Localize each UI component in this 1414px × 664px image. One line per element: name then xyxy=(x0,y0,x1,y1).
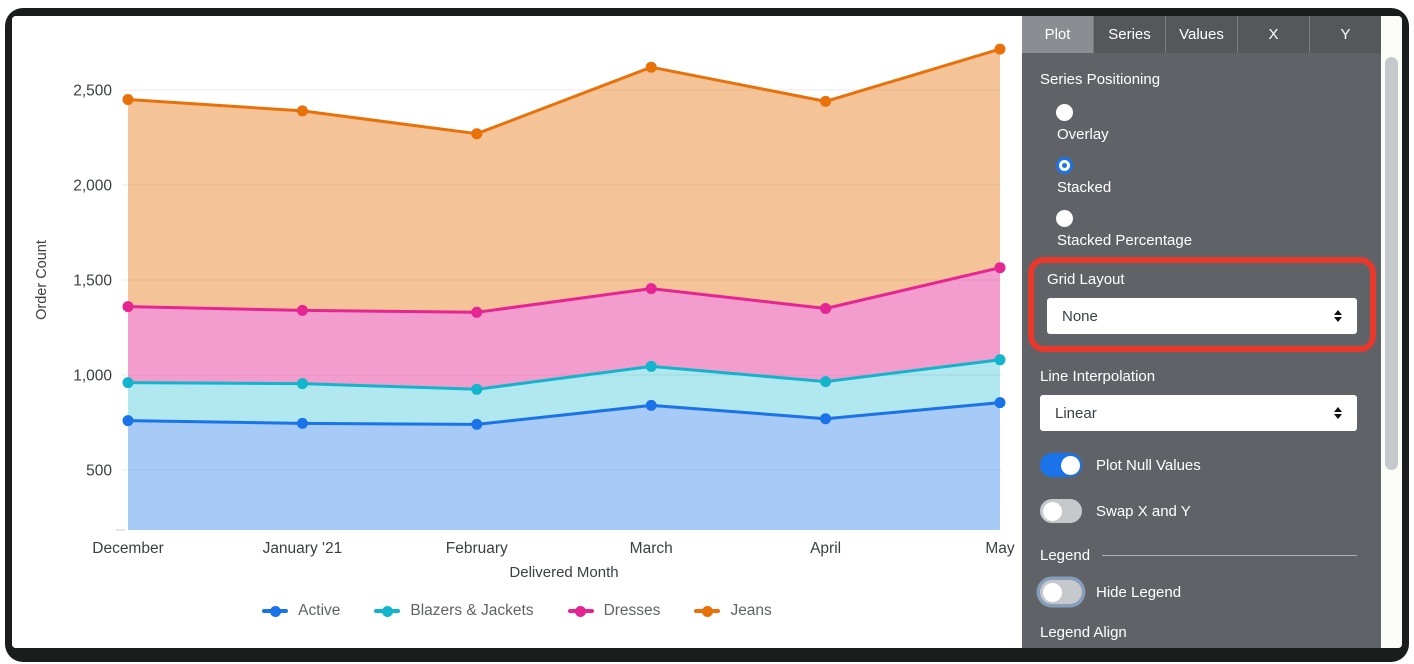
toggle-knob xyxy=(1060,455,1080,475)
panel-tabs: Plot Series Values X Y xyxy=(1022,16,1381,53)
toggle-knob xyxy=(1042,501,1062,521)
radio-circle-stacked-percentage[interactable] xyxy=(1056,210,1073,227)
legend-item[interactable]: Jeans xyxy=(694,602,772,620)
app-window: 500 1,000 1,500 2,000 2,500 December January '… xyxy=(12,16,1402,648)
line-interpolation-select[interactable]: Linear xyxy=(1040,395,1357,431)
legend-label: Active xyxy=(298,602,341,619)
legend-marker xyxy=(374,605,401,617)
settings-panel: Plot Series Values X Y Series Positionin… xyxy=(1022,16,1402,648)
svg-text:January '21: January '21 xyxy=(263,540,343,557)
svg-text:500: 500 xyxy=(86,463,112,480)
line-interpolation-selected-value: Linear xyxy=(1055,404,1097,422)
svg-text:February: February xyxy=(446,540,508,557)
swap-x-y-label: Swap X and Y xyxy=(1096,502,1191,520)
radio-label-stacked: Stacked xyxy=(1057,179,1112,196)
svg-text:December: December xyxy=(92,540,164,557)
radio-label-overlay: Overlay xyxy=(1057,126,1109,143)
plot-null-values-toggle[interactable] xyxy=(1040,453,1082,477)
updown-arrows-icon xyxy=(1334,310,1342,322)
legend-marker xyxy=(567,605,594,617)
legend-align-label: Legend Align xyxy=(1040,624,1127,641)
svg-text:Order Count: Order Count xyxy=(34,240,50,320)
plot-null-values-row: Plot Null Values xyxy=(1040,453,1357,477)
radio-circle-overlay[interactable] xyxy=(1056,104,1073,121)
series-positioning-label: Series Positioning xyxy=(1040,71,1161,88)
section-divider xyxy=(1102,555,1357,556)
line-interpolation-label: Line Interpolation xyxy=(1040,368,1156,385)
radio-circle-stacked[interactable] xyxy=(1056,157,1073,174)
grid-layout-select[interactable]: None xyxy=(1047,298,1357,334)
stacked-area-chart: 500 1,000 1,500 2,000 2,500 December January '… xyxy=(34,43,1015,581)
svg-text:May: May xyxy=(985,540,1015,557)
radio-option-stacked-percentage[interactable]: Stacked Percentage xyxy=(1056,210,1357,249)
svg-text:2,500: 2,500 xyxy=(73,83,112,100)
legend-item[interactable]: Dresses xyxy=(567,602,661,620)
window-frame: 500 1,000 1,500 2,000 2,500 December January '… xyxy=(5,8,1409,662)
radio-option-stacked[interactable]: Stacked xyxy=(1056,157,1357,196)
radio-option-overlay[interactable]: Overlay xyxy=(1056,104,1357,143)
legend-label: Dresses xyxy=(603,602,661,619)
hide-legend-label: Hide Legend xyxy=(1096,583,1182,601)
grid-layout-label: Grid Layout xyxy=(1047,271,1125,288)
hide-legend-row: Hide Legend xyxy=(1040,580,1357,604)
tab-x[interactable]: X xyxy=(1237,16,1309,53)
tab-y[interactable]: Y xyxy=(1309,16,1381,53)
legend-section-header: Legend xyxy=(1040,547,1357,564)
svg-text:Delivered Month: Delivered Month xyxy=(509,564,618,581)
panel-scrollbar-track[interactable] xyxy=(1381,16,1402,648)
svg-text:1,500: 1,500 xyxy=(73,273,112,290)
legend-label: Jeans xyxy=(730,602,772,619)
panel-scrollbar-thumb[interactable] xyxy=(1385,57,1398,470)
legend-item[interactable]: Blazers & Jackets xyxy=(374,602,534,620)
chart-legend: Active Blazers & Jackets Dresses Jeans xyxy=(12,602,1022,620)
updown-arrows-icon xyxy=(1334,407,1342,419)
red-annotation-highlight-box: Grid Layout None xyxy=(1028,257,1376,352)
swap-x-y-toggle[interactable] xyxy=(1040,499,1082,523)
grid-layout-selected-value: None xyxy=(1062,307,1098,325)
svg-text:March: March xyxy=(630,540,673,557)
svg-text:1,000: 1,000 xyxy=(73,368,112,385)
panel-body: Series Positioning Overlay Stacked Stack… xyxy=(1022,53,1381,648)
hide-legend-toggle[interactable] xyxy=(1040,580,1082,604)
svg-text:April: April xyxy=(810,540,841,557)
svg-text:2,000: 2,000 xyxy=(73,178,112,195)
legend-marker xyxy=(694,605,721,617)
radio-label-stacked-percentage: Stacked Percentage xyxy=(1057,232,1193,249)
legend-marker xyxy=(262,605,289,617)
tab-values[interactable]: Values xyxy=(1165,16,1237,53)
legend-label: Blazers & Jackets xyxy=(410,602,534,619)
tab-plot[interactable]: Plot xyxy=(1022,16,1093,53)
swap-x-y-row: Swap X and Y xyxy=(1040,499,1357,523)
legend-section-label: Legend xyxy=(1040,547,1091,564)
toggle-knob xyxy=(1042,582,1062,602)
chart-area: 500 1,000 1,500 2,000 2,500 December January '… xyxy=(12,16,1022,648)
tab-series[interactable]: Series xyxy=(1093,16,1165,53)
plot-null-values-label: Plot Null Values xyxy=(1096,456,1201,474)
legend-item[interactable]: Active xyxy=(262,602,340,620)
